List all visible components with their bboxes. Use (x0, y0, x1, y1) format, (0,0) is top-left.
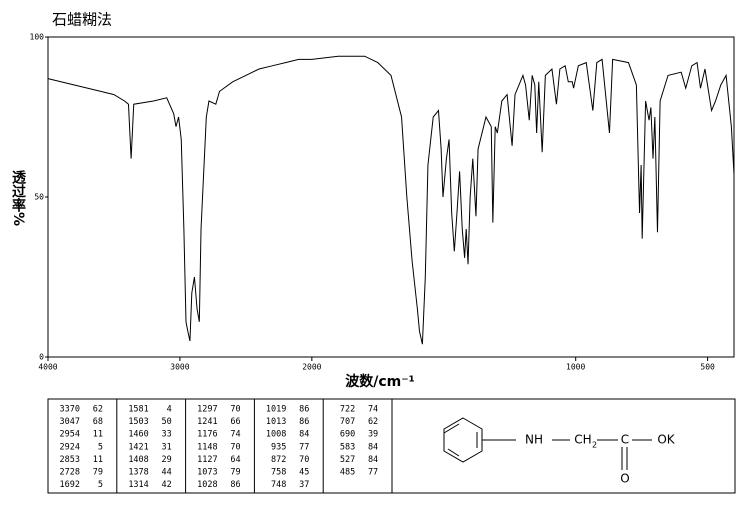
peak-transmittance: 68 (93, 417, 103, 427)
peak-transmittance: 66 (230, 417, 240, 427)
peak-transmittance: 86 (299, 405, 309, 415)
peak-wavenumber: 1460 (128, 430, 148, 440)
peak-wavenumber: 758 (271, 468, 286, 478)
x-tick-label: 2000 (302, 363, 321, 372)
peak-transmittance: 79 (93, 468, 103, 478)
peak-wavenumber: 1581 (128, 405, 148, 415)
peak-transmittance: 84 (368, 455, 378, 465)
peak-transmittance: 86 (299, 417, 309, 427)
peak-transmittance: 77 (368, 468, 378, 478)
peak-transmittance: 77 (299, 442, 309, 452)
peak-transmittance: 74 (368, 405, 378, 415)
peak-wavenumber: 2954 (60, 430, 80, 440)
peak-wavenumber: 1176 (197, 430, 217, 440)
peak-transmittance: 31 (162, 442, 172, 452)
peak-wavenumber: 2728 (60, 468, 80, 478)
peak-transmittance: 11 (93, 430, 103, 440)
peak-transmittance: 5 (98, 480, 103, 490)
peak-transmittance: 42 (162, 480, 172, 490)
chart-title: 石蜡糊法 (52, 11, 112, 29)
peak-transmittance: 44 (162, 468, 172, 478)
peak-wavenumber: 583 (340, 442, 355, 452)
peak-transmittance: 39 (368, 430, 378, 440)
y-tick-label: 100 (30, 33, 45, 42)
peak-transmittance: 62 (93, 405, 103, 415)
structure-label: 2 (592, 441, 597, 450)
peak-wavenumber: 485 (340, 468, 355, 478)
peak-transmittance: 86 (230, 480, 240, 490)
benzene-ring (443, 417, 652, 470)
structure-label: O (620, 472, 629, 486)
peak-transmittance: 64 (230, 455, 240, 465)
peak-wavenumber: 1127 (197, 455, 217, 465)
peak-transmittance: 33 (162, 430, 172, 440)
peak-transmittance: 79 (230, 468, 240, 478)
x-tick-label: 500 (700, 363, 715, 372)
peak-wavenumber: 3047 (60, 417, 80, 427)
peak-wavenumber: 1378 (128, 468, 148, 478)
peak-wavenumber: 2924 (60, 442, 80, 452)
plot-frame (47, 36, 735, 358)
peak-wavenumber: 690 (340, 430, 355, 440)
y-axis-label: 透过率% (10, 170, 26, 226)
peak-wavenumber: 1421 (128, 442, 148, 452)
spectrum-line (47, 55, 735, 345)
peak-wavenumber: 1297 (197, 405, 217, 415)
peak-wavenumber: 748 (271, 480, 286, 490)
peak-wavenumber: 872 (271, 455, 286, 465)
peak-wavenumber: 1314 (128, 480, 148, 490)
x-tick-label: 3000 (170, 363, 189, 372)
structure-label: C (621, 433, 629, 447)
peak-transmittance: 84 (368, 442, 378, 452)
peak-transmittance: 70 (230, 405, 240, 415)
peak-wavenumber: 1013 (266, 417, 286, 427)
peak-wavenumber: 3370 (60, 405, 80, 415)
peak-wavenumber: 527 (340, 455, 355, 465)
peak-wavenumber: 1692 (60, 480, 80, 490)
peak-wavenumber: 1408 (128, 455, 148, 465)
peak-wavenumber: 1028 (197, 480, 217, 490)
peak-transmittance: 4 (167, 405, 172, 415)
peak-transmittance: 45 (299, 468, 309, 478)
x-tick-label: 1000 (566, 363, 585, 372)
x-axis-label: 波数/cm⁻¹ (345, 373, 415, 390)
peak-transmittance: 62 (368, 417, 378, 427)
peak-wavenumber: 707 (340, 417, 355, 427)
peak-transmittance: 84 (299, 430, 309, 440)
peak-transmittance: 5 (98, 442, 103, 452)
peak-wavenumber: 1241 (197, 417, 217, 427)
peak-transmittance: 50 (162, 417, 172, 427)
peak-transmittance: 29 (162, 455, 172, 465)
structure-label: CH (574, 433, 591, 447)
peak-wavenumber: 1148 (197, 442, 217, 452)
peak-wavenumber: 1008 (266, 430, 286, 440)
peak-transmittance: 70 (299, 455, 309, 465)
peak-wavenumber: 935 (271, 442, 286, 452)
peak-wavenumber: 722 (340, 405, 355, 415)
peak-wavenumber: 1019 (266, 405, 286, 415)
y-tick-label: 50 (34, 193, 44, 202)
peak-transmittance: 74 (230, 430, 240, 440)
peak-transmittance: 70 (230, 442, 240, 452)
peak-wavenumber: 2853 (60, 455, 80, 465)
y-tick-label: 0 (39, 353, 44, 362)
structure-label: NH (525, 433, 543, 447)
peak-transmittance: 11 (93, 455, 103, 465)
peak-transmittance: 37 (299, 480, 309, 490)
x-tick-label: 4000 (38, 363, 57, 372)
structure-label: OK (657, 433, 675, 447)
peak-wavenumber: 1503 (128, 417, 148, 427)
peak-wavenumber: 1073 (197, 468, 217, 478)
